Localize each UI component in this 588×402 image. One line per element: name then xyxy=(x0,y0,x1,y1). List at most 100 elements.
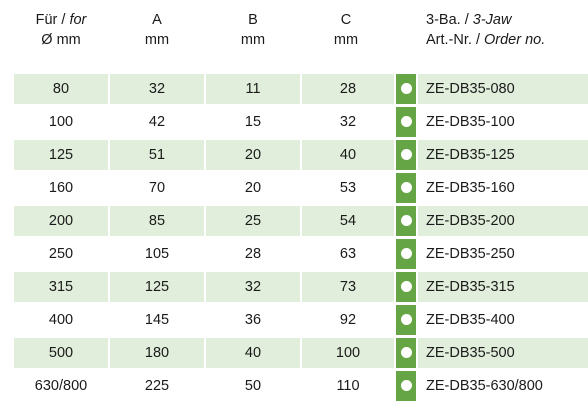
jaw-marker xyxy=(396,206,416,236)
cell-background xyxy=(418,338,588,368)
a-cell: 70 xyxy=(148,180,166,196)
jaw-marker xyxy=(396,338,416,368)
c-cell: 73 xyxy=(339,279,357,295)
diameter-cell: 200 xyxy=(48,213,74,229)
b-cell: 25 xyxy=(244,213,262,229)
a-cell: 225 xyxy=(144,378,170,394)
b-cell: 50 xyxy=(244,378,262,394)
diameter-cell: 500 xyxy=(48,345,74,361)
order-number-cell: ZE-DB35-500 xyxy=(426,345,515,361)
table-row: 160 70 20 53 ZE-DB35-160 xyxy=(14,171,588,204)
c-cell: 100 xyxy=(335,345,361,361)
cell-background xyxy=(418,206,588,236)
table-row: 250 105 28 63 ZE-DB35-250 xyxy=(14,237,588,270)
circle-icon xyxy=(401,116,412,127)
cell-background xyxy=(14,338,108,368)
header-art-de: Art.-Nr. xyxy=(426,32,472,48)
cell-background xyxy=(110,140,204,170)
b-cell: 28 xyxy=(244,246,262,262)
a-cell: 180 xyxy=(144,345,170,361)
diameter-cell: 630/800 xyxy=(34,378,88,394)
cell-background xyxy=(302,140,394,170)
header-order-number: Art.-Nr. / Order no. xyxy=(426,30,588,50)
table-row: 400 145 36 92 ZE-DB35-400 xyxy=(14,303,588,336)
order-number-cell: ZE-DB35-100 xyxy=(426,114,515,130)
header-diameter-unit: Ø mm xyxy=(41,32,81,48)
a-cell: 85 xyxy=(148,213,166,229)
order-number-cell: ZE-DB35-125 xyxy=(426,147,515,163)
circle-icon xyxy=(401,248,412,259)
header-a-unit: mm xyxy=(144,32,170,48)
jaw-marker xyxy=(396,239,416,269)
cell-background xyxy=(418,272,588,302)
header-art-en: Order no. xyxy=(484,32,546,48)
table-row: 125 51 20 40 ZE-DB35-125 xyxy=(14,138,588,171)
header-order: 3-Ba. / 3-Jaw Art.-Nr. / Order no. xyxy=(426,10,588,56)
jaw-marker xyxy=(396,371,416,401)
header-c: C mm xyxy=(300,10,392,56)
b-cell: 40 xyxy=(244,345,262,361)
cell-background xyxy=(302,338,394,368)
cell-background xyxy=(206,272,300,302)
header-b: B mm xyxy=(206,10,300,56)
diameter-cell: 80 xyxy=(52,81,70,97)
cell-background xyxy=(206,74,300,104)
a-cell: 145 xyxy=(144,312,170,328)
header-c-unit: mm xyxy=(333,32,359,48)
c-cell: 54 xyxy=(339,213,357,229)
cell-background xyxy=(110,338,204,368)
circle-icon xyxy=(401,182,412,193)
circle-icon xyxy=(401,314,412,325)
circle-icon xyxy=(401,149,412,160)
cell-background xyxy=(302,272,394,302)
header-diameter-title: Für / for xyxy=(14,10,108,30)
jaw-marker xyxy=(396,305,416,335)
circle-icon xyxy=(401,215,412,226)
cell-background xyxy=(14,140,108,170)
table-row: 500 180 40 100 ZE-DB35-500 xyxy=(14,336,588,369)
order-number-cell: ZE-DB35-080 xyxy=(426,81,515,97)
header-c-label: C xyxy=(340,12,352,28)
table-row: 315 125 32 73 ZE-DB35-315 xyxy=(14,270,588,303)
header-separator: / xyxy=(471,32,485,48)
c-cell: 110 xyxy=(336,378,360,394)
b-cell: 32 xyxy=(244,279,262,295)
cell-background xyxy=(418,140,588,170)
header-a: A mm xyxy=(110,10,204,56)
cell-background xyxy=(206,338,300,368)
c-cell: 53 xyxy=(339,180,357,196)
table-row: 80 32 11 28 ZE-DB35-080 xyxy=(14,72,588,105)
header-separator: / xyxy=(460,12,473,28)
jaw-marker xyxy=(396,107,416,137)
a-cell: 105 xyxy=(144,246,170,262)
b-cell: 11 xyxy=(245,81,261,97)
jaw-marker xyxy=(396,140,416,170)
b-cell: 15 xyxy=(244,114,262,130)
a-cell: 125 xyxy=(144,279,170,295)
b-cell: 20 xyxy=(244,180,262,196)
jaw-marker xyxy=(396,272,416,302)
b-cell: 20 xyxy=(244,147,262,163)
diameter-cell: 400 xyxy=(48,312,74,328)
order-number-cell: ZE-DB35-250 xyxy=(426,246,515,262)
header-a-label: A xyxy=(152,12,162,28)
cell-background xyxy=(14,272,108,302)
diameter-cell: 125 xyxy=(48,147,74,163)
order-number-cell: ZE-DB35-400 xyxy=(426,312,515,328)
a-cell: 42 xyxy=(148,114,166,130)
header-for-de: Für xyxy=(35,12,58,28)
cell-background xyxy=(418,74,588,104)
table-row: 630/800 225 50 110 ZE-DB35-630/800 xyxy=(14,369,588,402)
c-cell: 92 xyxy=(339,312,357,328)
cell-background xyxy=(302,74,394,104)
jaw-marker xyxy=(396,74,416,104)
diameter-cell: 160 xyxy=(48,180,74,196)
c-cell: 32 xyxy=(339,114,357,130)
table-row: 200 85 25 54 ZE-DB35-200 xyxy=(14,204,588,237)
cell-background xyxy=(206,140,300,170)
order-number-cell: ZE-DB35-315 xyxy=(426,279,515,295)
cell-background xyxy=(14,206,108,236)
header-for-en: for xyxy=(69,12,87,28)
circle-icon xyxy=(401,347,412,358)
circle-icon xyxy=(401,281,412,292)
